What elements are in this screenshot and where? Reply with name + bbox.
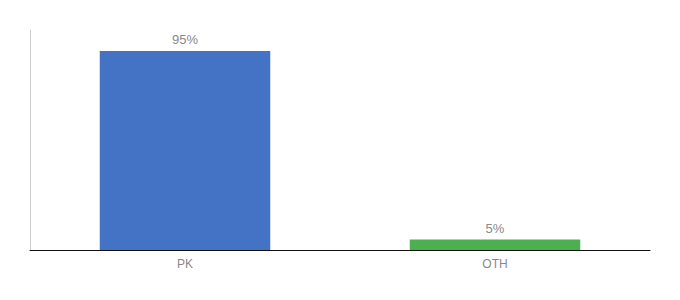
svg-text:PK: PK <box>177 257 193 271</box>
svg-text:5%: 5% <box>486 221 505 236</box>
svg-text:OTH: OTH <box>482 257 507 271</box>
svg-text:95%: 95% <box>172 32 198 47</box>
